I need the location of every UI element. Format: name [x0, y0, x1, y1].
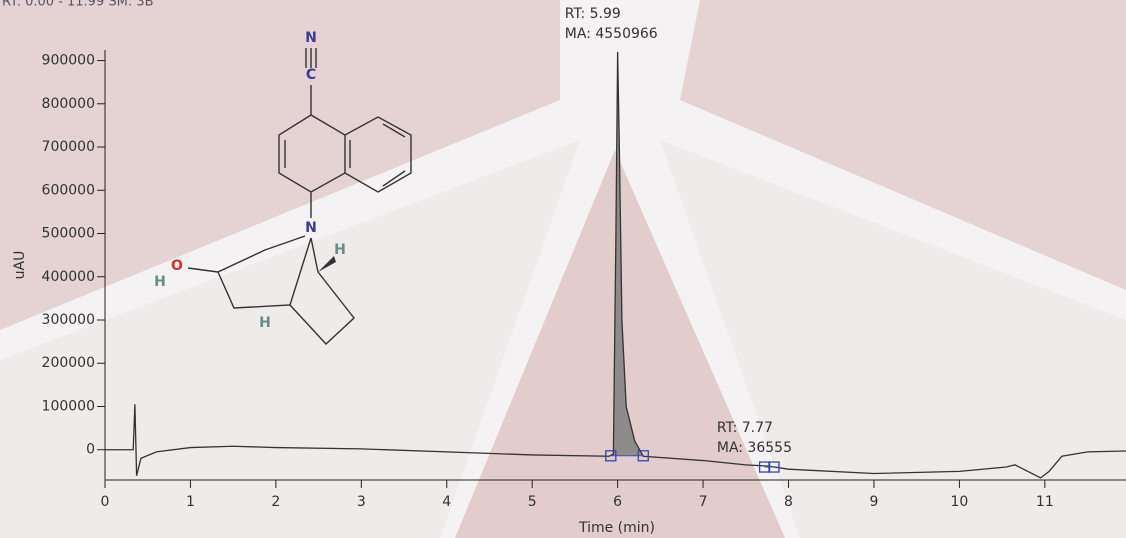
peak-marker [605, 450, 617, 462]
x-tick-label: 3 [357, 494, 366, 510]
peak-label: RT: 7.77 [717, 420, 773, 436]
y-axis-label: uAU [12, 251, 28, 280]
y-tick-label: 0 [86, 442, 95, 458]
atom: H [154, 274, 166, 290]
y-tick-label: 600000 [42, 182, 95, 198]
peak-marker [637, 450, 649, 462]
y-tick-label: 500000 [42, 226, 95, 242]
peak-marker [768, 461, 780, 473]
atom: N [305, 30, 317, 46]
atom: O [171, 258, 183, 274]
peak-label: MA: 4550966 [565, 26, 658, 42]
x-axis-label: Time (min) [578, 520, 655, 536]
y-tick-label: 700000 [42, 139, 95, 155]
y-tick-label: 900000 [42, 53, 95, 69]
atom: C [306, 67, 316, 83]
x-tick-label: 5 [528, 494, 537, 510]
trace [105, 51, 1126, 479]
x-tick-label: 10 [950, 494, 968, 510]
x-tick-label: 1 [186, 494, 195, 510]
x-tick-label: 2 [271, 494, 280, 510]
atom: H [334, 242, 346, 258]
x-tick-label: 8 [784, 494, 793, 510]
subtitle: RT: 0.00 - 11.99 SM: 3B [2, 0, 154, 10]
y-tick-label: 300000 [42, 312, 95, 328]
y-tick-label: 200000 [42, 355, 95, 371]
peak-label: MA: 36555 [717, 440, 792, 456]
atom: N [305, 220, 317, 236]
y-tick-label: 400000 [42, 269, 95, 285]
x-tick-label: 6 [613, 494, 622, 510]
x-tick-label: 0 [101, 494, 110, 510]
x-tick-label: 9 [869, 494, 878, 510]
peak-label: RT: 5.99 [565, 6, 621, 22]
y-tick-label: 100000 [42, 398, 95, 414]
atom: H [259, 315, 271, 331]
molecule: N C N O H H H [154, 30, 412, 345]
x-tick-label: 7 [699, 494, 708, 510]
x-tick-label: 4 [442, 494, 451, 510]
x-tick-label: 11 [1036, 494, 1054, 510]
y-tick-label: 800000 [42, 96, 95, 112]
